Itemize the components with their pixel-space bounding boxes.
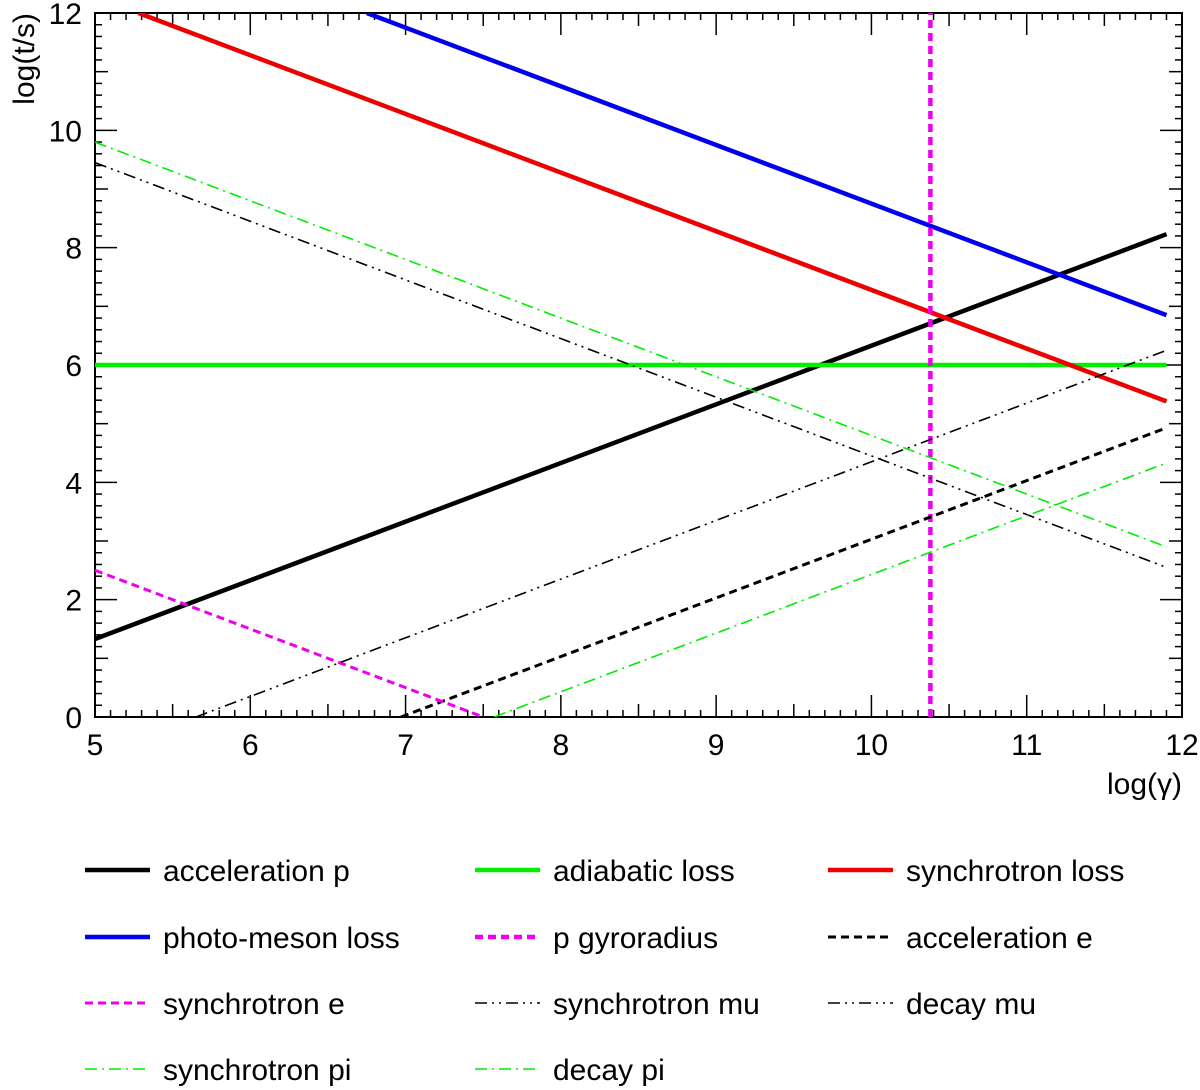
legend-entry: synchrotron pi [85, 1054, 351, 1087]
legend-label: acceleration p [163, 855, 350, 888]
legend-entry: synchrotron e [85, 988, 345, 1021]
legend: acceleration p adiabatic loss synchrotron … [85, 855, 1124, 1087]
legend-entry: synchrotron loss [828, 855, 1124, 888]
series-line-decay-pi [493, 462, 1167, 717]
legend-entry: p gyroradius [475, 922, 718, 955]
legend-entry: acceleration e [828, 922, 1093, 955]
y-tick-label: 4 [65, 467, 82, 500]
series-line-synchrotron-pi [95, 141, 1167, 548]
y-tick-label: 12 [49, 0, 82, 31]
x-tick-label: 8 [553, 729, 570, 762]
y-tick-label: 6 [65, 350, 82, 383]
legend-label: synchrotron loss [906, 855, 1124, 888]
series-line-synchrotron-loss [137, 13, 1168, 404]
x-axis-title: log(γ) [1107, 768, 1182, 801]
y-tick-label: 2 [65, 585, 82, 618]
legend-label: synchrotron pi [163, 1054, 351, 1087]
series-line-decay-mu [95, 161, 1167, 569]
legend-label: photo-meson loss [163, 922, 400, 955]
series-line-synchrotron-e [95, 568, 484, 717]
legend-label: synchrotron e [163, 988, 345, 1021]
y-axis-title: log(t/s) [8, 13, 41, 105]
tick-labels: 5 6 7 8 9 10 11 12 0 2 4 6 8 10 12 [49, 0, 1199, 762]
x-tick-label: 10 [855, 729, 888, 762]
x-tick-label: 6 [242, 729, 259, 762]
series-line-synchrotron-mu [195, 349, 1167, 717]
legend-entry: decay pi [475, 1054, 665, 1087]
series-line-acceleration-p [95, 232, 1168, 642]
series-lines [95, 13, 1168, 717]
series-line-acceleration-e [400, 426, 1168, 717]
legend-label: p gyroradius [553, 922, 718, 955]
legend-label: decay mu [906, 988, 1036, 1021]
series-line-photo-meson-loss [366, 13, 1168, 318]
legend-entry: decay mu [828, 988, 1036, 1021]
legend-entry: synchrotron mu [475, 988, 760, 1021]
legend-entry: acceleration p [85, 855, 350, 888]
legend-entry: photo-meson loss [85, 922, 400, 955]
legend-entry: adiabatic loss [475, 855, 735, 888]
y-tick-label: 8 [65, 233, 82, 266]
legend-label: decay pi [553, 1054, 665, 1087]
legend-label: adiabatic loss [553, 855, 735, 888]
x-tick-label: 5 [87, 729, 104, 762]
y-tick-label: 0 [65, 702, 82, 735]
axis-ticks [94, 12, 1183, 718]
x-tick-label: 7 [397, 729, 414, 762]
x-tick-label: 11 [1011, 729, 1042, 762]
x-tick-label: 9 [708, 729, 725, 762]
legend-label: acceleration e [906, 922, 1093, 955]
x-tick-label: 12 [1165, 729, 1198, 762]
y-tick-label: 10 [49, 115, 82, 148]
legend-label: synchrotron mu [553, 988, 760, 1021]
